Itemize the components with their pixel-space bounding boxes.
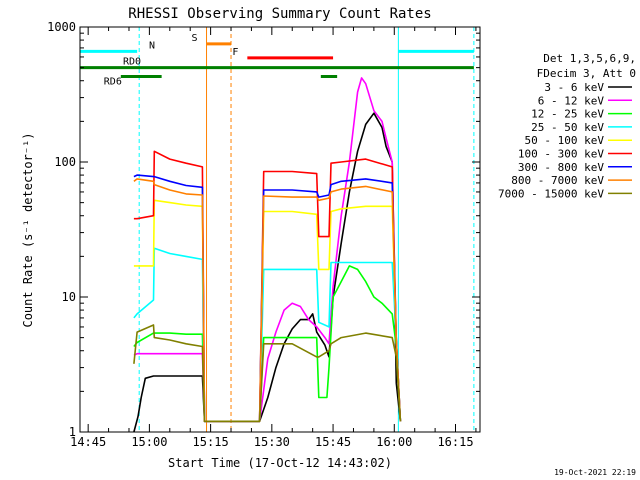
legend-label-6: 300 - 800 keV — [518, 161, 604, 174]
x-tick-label-3: 15:30 — [254, 435, 290, 449]
legend: Det 1,3,5,6,9, FDecim 3, Att 0 3 - 6 keV… — [498, 52, 636, 200]
legend-header-line-2: FDecim 3, Att 0 — [537, 67, 636, 80]
flag-label-s: S — [192, 33, 198, 44]
flag-label-f: F — [232, 47, 238, 58]
legend-label-8: 7000 - 15000 keV — [498, 187, 604, 200]
legend-header-line-1: Det 1,3,5,6,9, — [543, 52, 636, 65]
x-tick-label-0: 14:45 — [70, 435, 106, 449]
footer-date: 19-Oct-2021 22:19 — [554, 468, 636, 477]
axes: 14:45 15:00 15:15 15:30 15:45 16:00 16:15 1 10 10… — [47, 20, 480, 449]
legend-label-3: 25 - 50 keV — [531, 121, 604, 134]
flag-label-rd0: RD0 — [123, 57, 141, 68]
legend-label-0: 3 - 6 keV — [544, 81, 604, 94]
x-tick-label-2: 15:15 — [193, 435, 229, 449]
series-line-6 — [133, 174, 402, 423]
series-line-4 — [133, 199, 402, 423]
series-line-3 — [133, 247, 402, 423]
flag-label-rd6: RD6 — [104, 76, 122, 87]
x-tick-label-6: 16:15 — [437, 435, 473, 449]
legend-label-2: 12 - 25 keV — [531, 108, 604, 121]
legend-label-5: 100 - 300 keV — [518, 148, 604, 161]
flag-label-n: N — [149, 40, 155, 51]
x-tick-label-1: 15:00 — [131, 435, 167, 449]
y-tick-label-3: 1000 — [47, 20, 76, 34]
x-tick-label-4: 15:45 — [315, 435, 351, 449]
plot-frame — [79, 26, 481, 433]
series-line-8 — [133, 324, 402, 423]
x-tick-label-5: 16:00 — [376, 435, 412, 449]
x-axis-label: Start Time (17-Oct-12 14:43:02) — [168, 456, 392, 470]
legend-label-1: 6 - 12 keV — [538, 94, 605, 107]
series-line-2 — [133, 265, 402, 423]
chart-title: RHESSI Observing Summary Count Rates — [128, 6, 431, 22]
y-tick-label-2: 100 — [54, 155, 76, 169]
y-axis-label: Count Rate (s⁻¹ detector⁻¹) — [21, 132, 35, 327]
y-tick-label-0: 1 — [69, 425, 76, 439]
legend-label-4: 50 - 100 keV — [525, 134, 605, 147]
series-line-7 — [133, 178, 402, 423]
series-line-1 — [133, 77, 402, 423]
series-line-5 — [133, 150, 402, 423]
legend-label-7: 800 - 7000 keV — [511, 174, 604, 187]
y-tick-label-1: 10 — [62, 290, 76, 304]
